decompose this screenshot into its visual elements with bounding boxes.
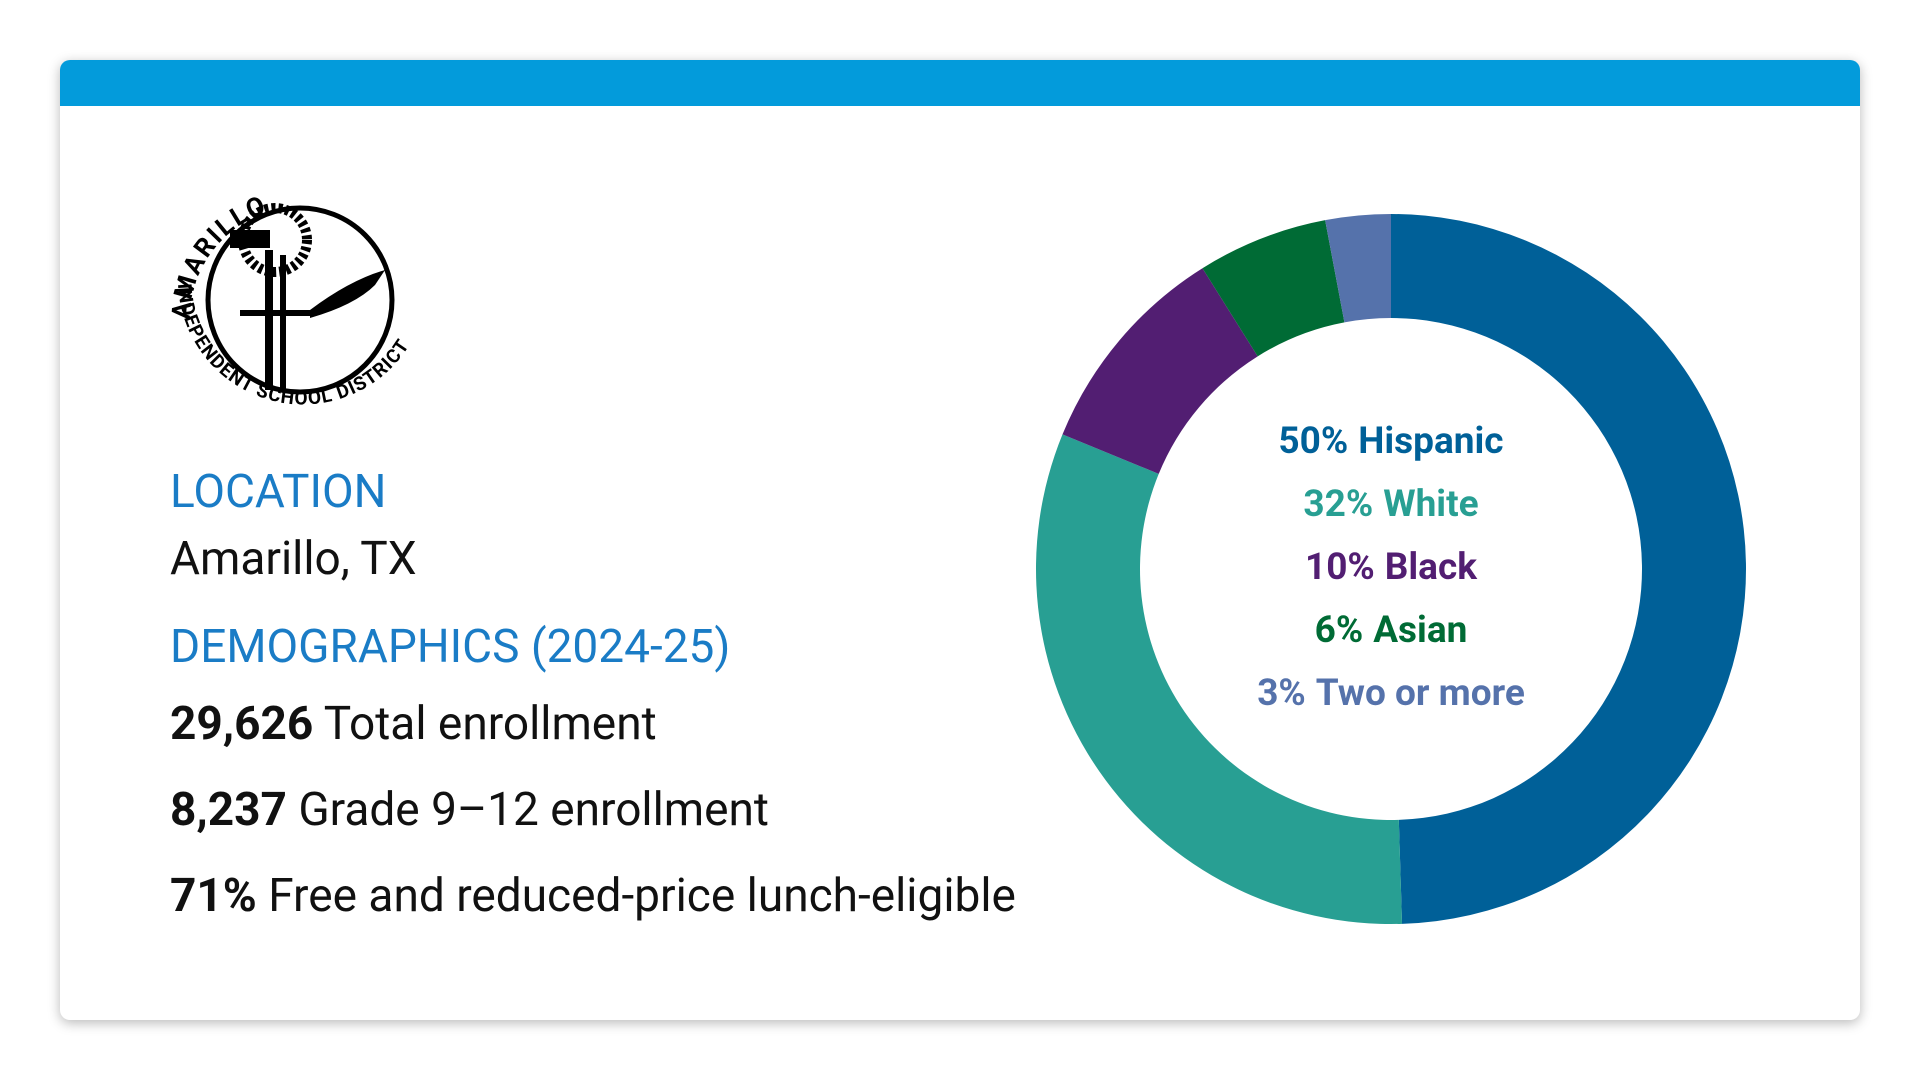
stat-value: 29,626 xyxy=(170,697,314,751)
location-heading: LOCATION xyxy=(170,465,387,519)
demographics-heading: DEMOGRAPHICS (2024-25) xyxy=(170,620,731,674)
donut-slice xyxy=(1036,434,1403,924)
slice-category: White xyxy=(1383,483,1478,526)
slice-value-label: 6% xyxy=(1315,609,1364,652)
donut-slice xyxy=(1325,214,1391,323)
slice-label: 50% Hispanic xyxy=(1278,420,1503,463)
slice-label: 3% Two or more xyxy=(1257,672,1525,715)
stat: 29,626 Total enrollment xyxy=(170,697,657,751)
card: AMARILLO INDEPENDENT SCHOOL DISTRICT LOC… xyxy=(60,60,1860,1020)
donut-slice xyxy=(1062,268,1258,474)
slice-category: Asian xyxy=(1373,609,1467,652)
stat-value: 8,237 xyxy=(170,783,287,837)
donut-slice xyxy=(1391,214,1747,924)
slice-value-label: 10% xyxy=(1305,546,1375,589)
slice-label: 10% Black xyxy=(1305,546,1478,589)
stat-label: Total enrollment xyxy=(323,697,657,751)
slice-value-label: 32% xyxy=(1303,483,1373,526)
stat-label: Grade 9–12 enrollment xyxy=(298,783,769,837)
stat: 8,237 Grade 9–12 enrollment xyxy=(170,783,769,837)
slice-label: 6% Asian xyxy=(1315,609,1468,652)
stat-label: Free and reduced-price lunch-eligible xyxy=(268,869,1016,923)
stat-value: 71% xyxy=(170,869,257,923)
logo: AMARILLO INDEPENDENT SCHOOL DISTRICT xyxy=(167,190,413,410)
slice-value-label: 50% xyxy=(1278,420,1348,463)
donut-slice xyxy=(1202,220,1345,357)
slice-label: 32% White xyxy=(1303,483,1478,526)
location-value: Amarillo, TX xyxy=(170,532,417,586)
slice-category: Two or more xyxy=(1316,672,1525,715)
stat: 71% Free and reduced-price lunch-eligibl… xyxy=(170,869,1016,923)
slice-category: Hispanic xyxy=(1358,420,1503,463)
slice-value-label: 3% xyxy=(1257,672,1306,715)
header-bar xyxy=(60,60,1860,106)
slice-category: Black xyxy=(1385,546,1478,589)
